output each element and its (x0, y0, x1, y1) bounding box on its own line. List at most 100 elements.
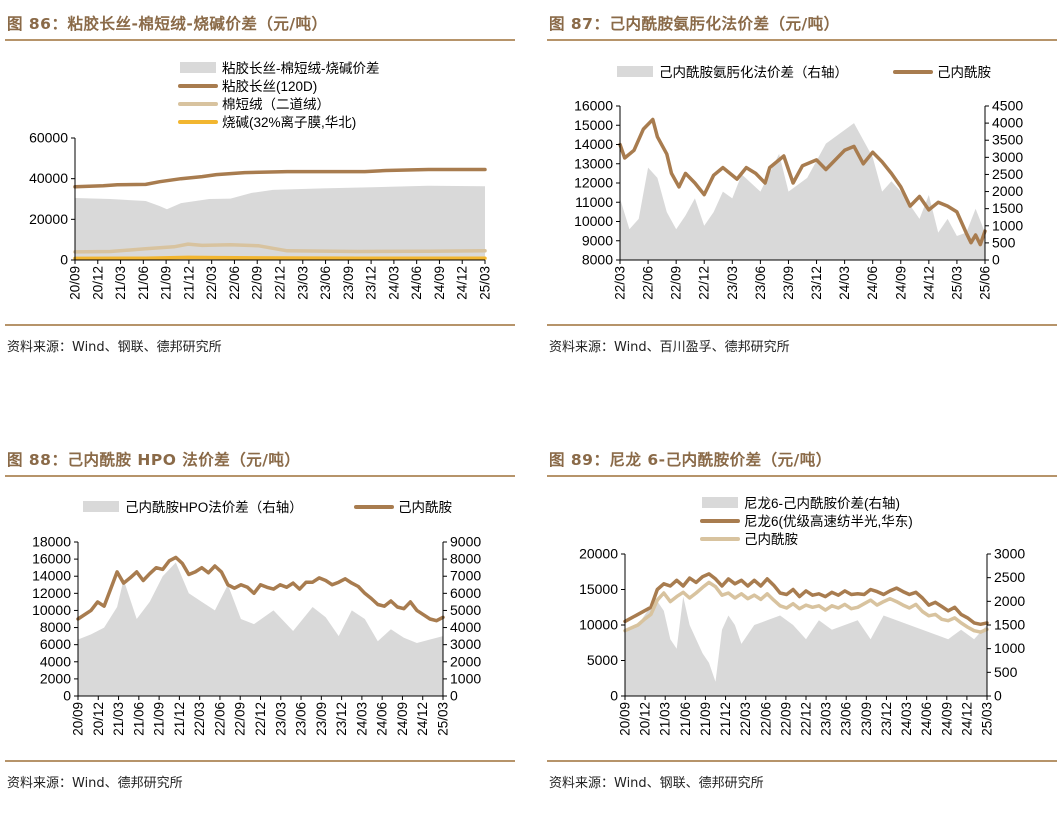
x-tick-label: 22/12 (697, 266, 712, 300)
source-rule (547, 324, 1057, 326)
series-line-2 (73, 242, 487, 254)
x-tick-label: 24/03 (899, 702, 914, 736)
y-tick-label-right: 5000 (450, 602, 481, 618)
legend-label: 粘胶长丝(120D) (222, 78, 317, 94)
panel-chart-87: 图 87：己内酰胺氨肟化法价差（元/吨） 8000 9000 10000 11000 1… (547, 2, 1057, 382)
x-tick-label: 22/03 (738, 702, 753, 736)
y-tick-label-left: 16000 (32, 551, 71, 567)
legend-label: 己内酰胺 (744, 532, 798, 547)
x-tick-label: 24/06 (865, 266, 880, 300)
x-tick-label: 23/03 (273, 702, 288, 736)
series-line-1 (76, 555, 445, 623)
y-tick-label-left: 11000 (575, 194, 613, 210)
legend-label: 己内酰胺HPO法价差（右轴） (125, 500, 303, 515)
x-tick-label: 22/03 (192, 702, 207, 736)
y-tick-label-right: 1500 (994, 617, 1025, 633)
x-tick-label: 23/09 (781, 266, 796, 300)
y-tick-label-right: 1000 (450, 670, 481, 686)
y-tick-label-left: 12000 (574, 175, 613, 191)
x-tick-label: 23/03 (295, 266, 310, 300)
y-tick-label-right: 0 (992, 252, 1000, 268)
y-tick-label-left: 6000 (40, 636, 71, 652)
x-tick-label: 23/12 (364, 266, 379, 300)
x-tick-label: 21/03 (113, 266, 128, 300)
x-tick-label: 23/09 (859, 702, 874, 736)
x-tick-label: 24/09 (432, 266, 447, 300)
x-tick-label: 23/06 (753, 266, 768, 300)
x-tick-label: 22/06 (227, 266, 242, 300)
x-tick-label: 21/12 (172, 702, 187, 736)
y-tick-label-right: 7000 (450, 568, 481, 584)
x-tick-label: 20/09 (68, 266, 83, 300)
chart-89-plot: 0 5000 10000 15000 20000 0 500 1000 1500 2000 2500… (579, 496, 1025, 736)
x-tick-label: 24/09 (939, 702, 954, 736)
y-tick-label-left: 4000 (40, 653, 71, 669)
panel-chart-89: 图 89：尼龙 6-己内酰胺价差（元/吨） 0 5000 10000 15000 200… (547, 438, 1057, 818)
x-tick-label: 23/09 (341, 266, 356, 300)
y-tick-label-left: 18000 (32, 534, 71, 550)
source-note: 资料来源：Wind、钢联、德邦研究所 (549, 776, 764, 791)
x-tick-label: 24/06 (919, 702, 934, 736)
title-rule (547, 475, 1057, 477)
x-tick-label: 23/06 (839, 702, 854, 736)
y-tick-label-right: 2000 (450, 653, 481, 669)
series-line-1 (618, 117, 987, 247)
legend-swatch-area (702, 497, 738, 508)
y-tick-label-right: 4000 (992, 115, 1023, 131)
chart-title: 图 88：己内酰胺 HPO 法价差（元/吨） (7, 451, 301, 469)
chart-title: 图 87：己内酰胺氨肟化法价差（元/吨） (549, 15, 840, 33)
x-tick-label: 21/09 (152, 702, 167, 736)
chart-87-plot: 8000900010000110001200013000140001500016… (574, 65, 1023, 300)
series-line-2 (623, 580, 989, 634)
y-tick-label-left: 15000 (574, 117, 613, 133)
x-tick-label: 24/03 (837, 266, 852, 300)
x-tick-label: 24/12 (921, 266, 936, 300)
x-tick-label: 23/12 (879, 702, 894, 736)
y-tick-label-left: 60000 (29, 130, 68, 146)
y-tick-label-left: 0 (60, 252, 68, 268)
y-tick-label-right: 6000 (450, 585, 481, 601)
x-tick-label: 24/03 (354, 702, 369, 736)
x-tick-label: 25/03 (478, 266, 493, 300)
x-tick-label: 22/09 (778, 702, 793, 736)
x-tick-label: 23/06 (294, 702, 309, 736)
x-tick-label: 21/06 (131, 702, 146, 736)
y-tick-label-left: 10000 (574, 213, 613, 229)
y-tick-label-right: 0 (450, 688, 458, 704)
y-tick-label-left: 20000 (579, 546, 618, 562)
x-tick-label: 24/03 (386, 266, 401, 300)
legend-label: 己内酰胺 (937, 65, 991, 80)
legend-label: 烧碱(32%离子膜,华北) (222, 114, 356, 130)
y-tick-label-right: 0 (994, 688, 1002, 704)
y-tick-label-right: 2000 (994, 593, 1025, 609)
series-line-1 (623, 572, 989, 627)
x-tick-label: 21/06 (678, 702, 693, 736)
x-tick-label: 24/06 (409, 266, 424, 300)
x-tick-label: 23/03 (725, 266, 740, 300)
x-tick-label: 22/06 (758, 702, 773, 736)
chart-88-plot: 0200040006000800010000120001400016000180… (32, 500, 481, 736)
legend-label: 己内酰胺氨肟化法价差（右轴） (659, 65, 848, 80)
y-tick-label-left: 14000 (574, 136, 613, 152)
y-tick-label-right: 2000 (992, 183, 1023, 199)
y-tick-label-right: 3500 (992, 132, 1023, 148)
y-tick-label-left: 8000 (582, 252, 613, 268)
source-rule (5, 760, 515, 762)
y-tick-label-left: 8000 (40, 619, 71, 635)
y-tick-label-left: 0 (610, 688, 618, 704)
x-tick-label: 21/09 (159, 266, 174, 300)
y-tick-label-right: 500 (994, 664, 1018, 680)
x-tick-label: 21/03 (658, 702, 673, 736)
y-tick-label-left: 15000 (579, 581, 618, 597)
x-tick-label: 22/06 (212, 702, 227, 736)
legend-swatch-area (617, 66, 653, 77)
x-tick-label: 23/06 (318, 266, 333, 300)
y-tick-label-right: 3000 (450, 636, 481, 652)
series-area-0 (78, 562, 443, 696)
x-tick-label: 21/09 (698, 702, 713, 736)
x-tick-label: 22/12 (253, 702, 268, 736)
y-tick-label-right: 2500 (992, 166, 1023, 182)
x-tick-label: 20/12 (90, 266, 105, 300)
y-tick-label-right: 500 (992, 234, 1016, 250)
y-tick-label-left: 14000 (32, 568, 71, 584)
